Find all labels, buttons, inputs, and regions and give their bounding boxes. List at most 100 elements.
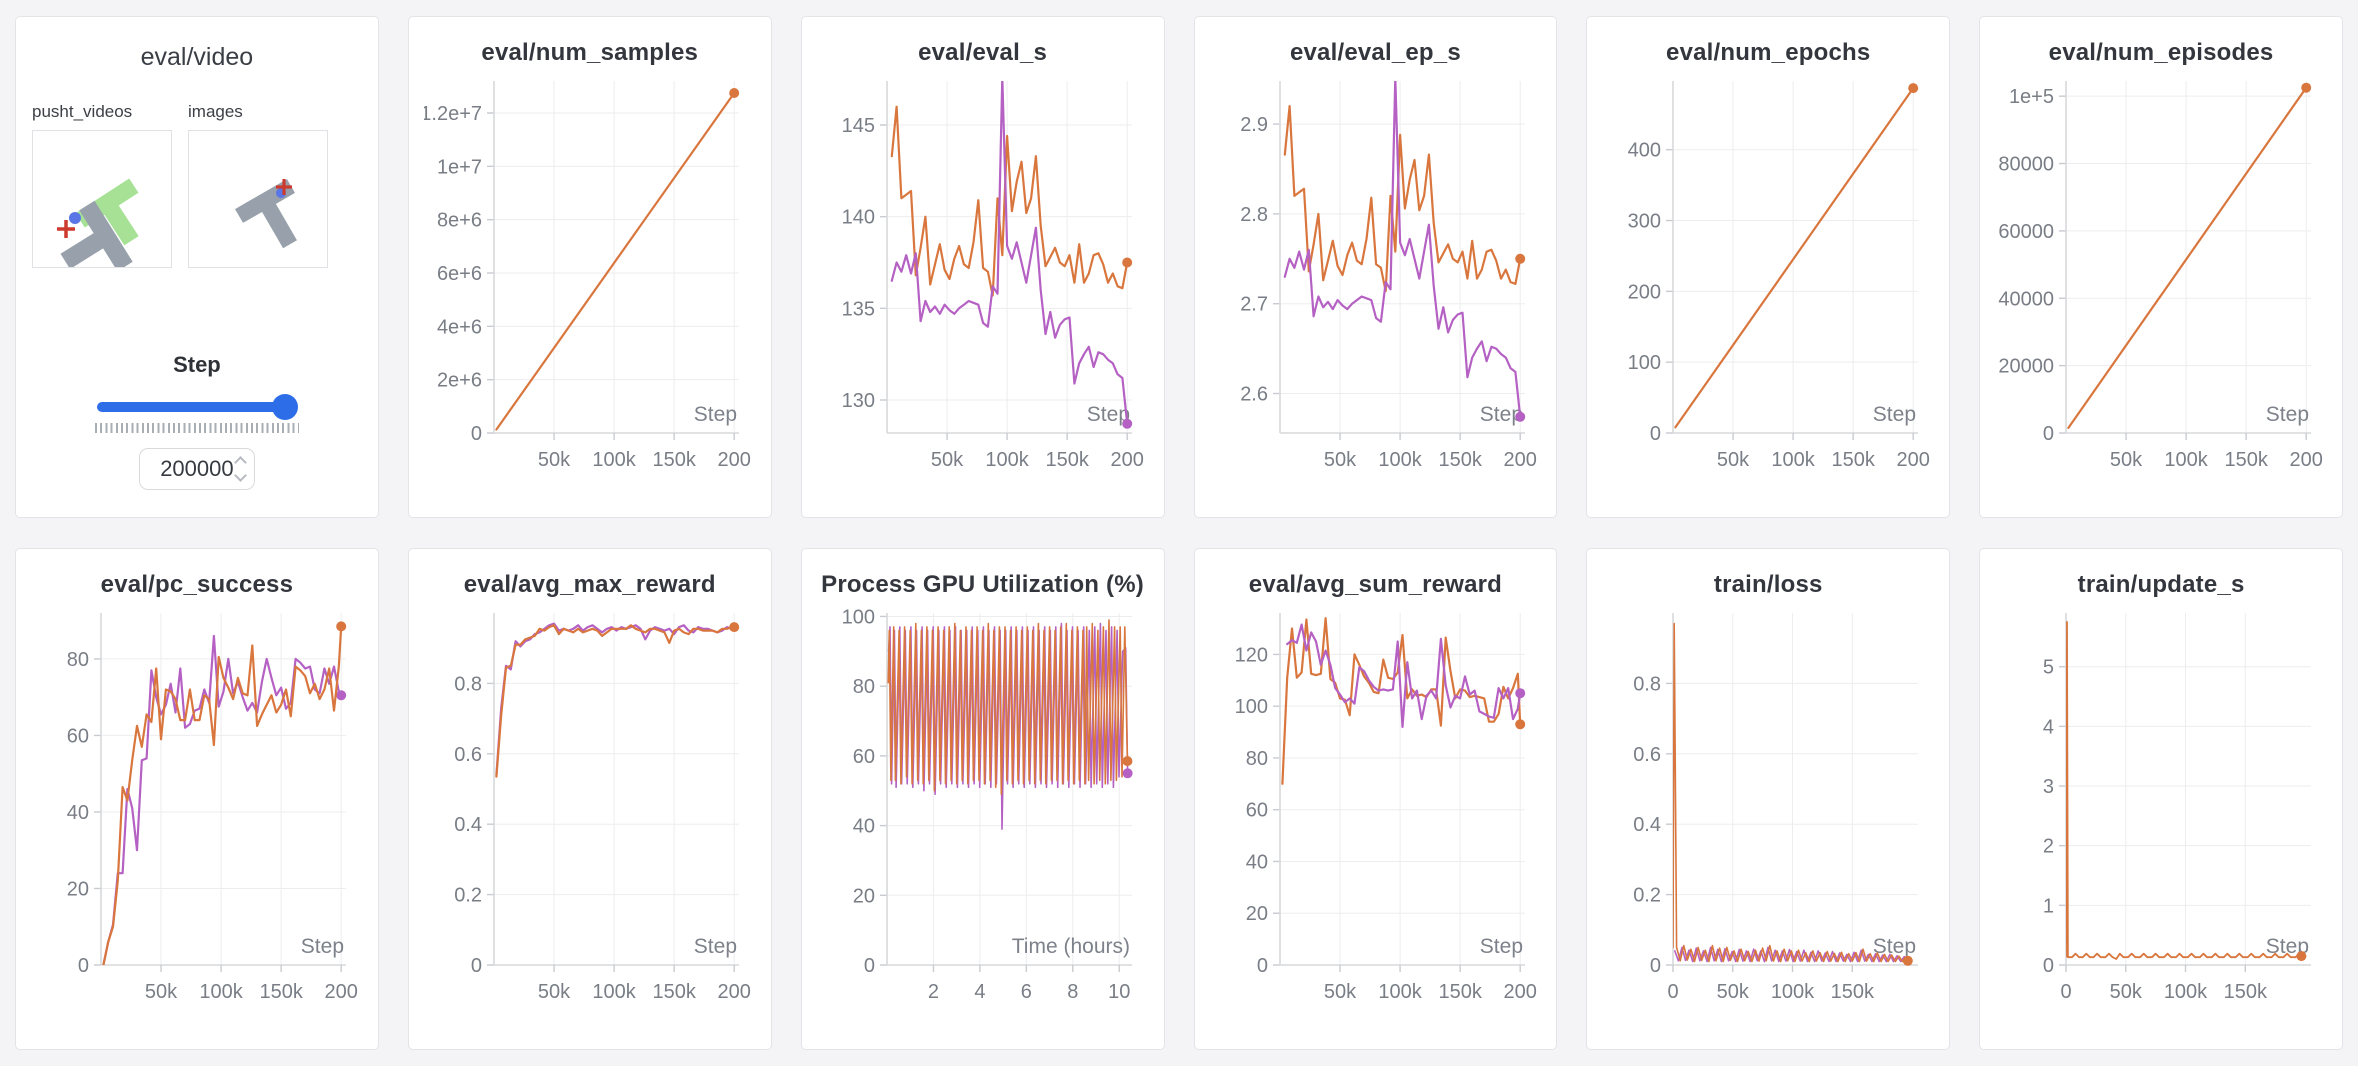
svg-text:4: 4 bbox=[974, 981, 985, 1003]
gray-t-shape bbox=[235, 179, 297, 249]
svg-text:200: 200 bbox=[1896, 449, 1929, 471]
chart-eval-avg-max-reward[interactable]: 0 0.2 0.4 0.6 0.8 50k 100k 150k 200 Step bbox=[424, 599, 755, 1028]
chart-title: train/loss bbox=[1713, 571, 1823, 598]
chart-title: Process GPU Utilization (%) bbox=[821, 571, 1144, 598]
svg-text:0: 0 bbox=[864, 955, 875, 977]
target-cross-marker bbox=[57, 220, 75, 238]
svg-text:20000: 20000 bbox=[1998, 356, 2054, 378]
svg-text:100: 100 bbox=[842, 606, 875, 628]
chart-eval-num-samples[interactable]: 0 2e+6 4e+6 6e+6 8e+6 1e+7 1.2e+7 50k 100k 150k 20… bbox=[421, 67, 755, 496]
svg-text:100k: 100k bbox=[1771, 449, 1815, 471]
chart-title: eval/avg_max_reward bbox=[463, 571, 716, 598]
svg-text:0: 0 bbox=[471, 955, 482, 977]
svg-text:50k: 50k bbox=[538, 981, 571, 1003]
chart-eval-num-episodes[interactable]: 0 20000 40000 60000 80000 1e+5 50k 100k 150k 200 S… bbox=[1996, 67, 2327, 496]
svg-text:150k: 150k bbox=[2224, 449, 2268, 471]
chart-panel-eval-num-samples: eval/num_samples 0 2e+6 4e+6 6e+6 8e+6 1e+7 1.… bbox=[407, 16, 772, 518]
step-slider[interactable] bbox=[96, 394, 298, 420]
increment-chevron-icon[interactable] bbox=[234, 456, 247, 469]
svg-text:0: 0 bbox=[2042, 955, 2053, 977]
decrement-chevron-icon[interactable] bbox=[234, 469, 247, 482]
svg-text:Time (hours): Time (hours) bbox=[1012, 935, 1130, 958]
chart-title: eval/pc_success bbox=[100, 571, 294, 598]
chart-eval-avg-sum-reward[interactable]: 0 20 40 60 80 100 120 50k 100k 150k 200 Step bbox=[1210, 599, 1541, 1028]
slider-thumb[interactable] bbox=[271, 394, 298, 420]
svg-text:4e+6: 4e+6 bbox=[437, 316, 482, 338]
svg-text:200: 200 bbox=[718, 981, 751, 1003]
svg-text:60000: 60000 bbox=[1998, 221, 2054, 243]
svg-text:3: 3 bbox=[2042, 776, 2053, 798]
svg-text:0.4: 0.4 bbox=[1633, 814, 1661, 836]
chart-process-gpu-utilization[interactable]: 0 20 40 60 80 100 2 4 6 8 10 Time (hours) bbox=[817, 599, 1148, 1028]
svg-text:200: 200 bbox=[1503, 449, 1536, 471]
svg-text:5: 5 bbox=[2042, 657, 2053, 679]
svg-text:2.7: 2.7 bbox=[1240, 294, 1268, 316]
images-thumbnail[interactable] bbox=[188, 130, 328, 268]
svg-text:1: 1 bbox=[2042, 895, 2053, 917]
svg-text:Step: Step bbox=[1873, 935, 1916, 958]
svg-text:200: 200 bbox=[325, 981, 358, 1003]
svg-text:100k: 100k bbox=[1378, 981, 1422, 1003]
media-labels: pusht_videos images bbox=[32, 102, 362, 122]
chart-panel-eval-eval-ep-s: eval/eval_ep_s 2.6 2.7 2.8 2.9 50k 100k 150k 20… bbox=[1193, 16, 1558, 518]
svg-text:100k: 100k bbox=[593, 449, 637, 471]
svg-text:300: 300 bbox=[1627, 211, 1660, 233]
svg-text:150k: 150k bbox=[1046, 449, 1090, 471]
svg-text:100: 100 bbox=[1235, 696, 1268, 718]
svg-text:145: 145 bbox=[842, 115, 875, 137]
stepper-spinner bbox=[234, 456, 247, 482]
chart-panel-eval-avg-sum-reward: eval/avg_sum_reward 0 20 40 60 80 100 120 50k 10… bbox=[1193, 548, 1558, 1050]
chart-train-update-s[interactable]: 0 1 2 3 4 5 0 50k 100k 150k Step bbox=[1996, 599, 2327, 1028]
svg-text:150k: 150k bbox=[653, 449, 697, 471]
svg-text:40: 40 bbox=[67, 802, 89, 824]
svg-text:150k: 150k bbox=[653, 981, 697, 1003]
svg-text:0: 0 bbox=[471, 423, 482, 445]
svg-text:2.9: 2.9 bbox=[1240, 114, 1268, 136]
chart-eval-eval-ep-s[interactable]: 2.6 2.7 2.8 2.9 50k 100k 150k 200 Step bbox=[1210, 67, 1541, 496]
chart-panel-eval-avg-max-reward: eval/avg_max_reward 0 0.2 0.4 0.6 0.8 50k 100k… bbox=[407, 548, 772, 1050]
svg-text:100: 100 bbox=[1627, 352, 1660, 374]
svg-text:100k: 100k bbox=[1771, 981, 1815, 1003]
svg-text:Step: Step bbox=[2265, 403, 2308, 426]
svg-text:135: 135 bbox=[842, 298, 875, 320]
svg-text:100k: 100k bbox=[1378, 449, 1422, 471]
chart-eval-num-epochs[interactable]: 0 100 200 300 400 50k 100k 150k 200 Step bbox=[1603, 67, 1934, 496]
chart-panel-train-update-s: train/update_s 0 1 2 3 4 5 0 50k 100k 150k Step bbox=[1979, 548, 2343, 1050]
chart-eval-eval-s[interactable]: 130 135 140 145 50k 100k 150k 200 Step bbox=[817, 67, 1148, 496]
media-panel-eval-video: eval/video pusht_videos images bbox=[15, 16, 379, 518]
svg-text:100k: 100k bbox=[200, 981, 244, 1003]
svg-text:130: 130 bbox=[842, 390, 875, 412]
svg-text:100k: 100k bbox=[2164, 449, 2208, 471]
chart-train-loss[interactable]: 0 0.2 0.4 0.6 0.8 0 50k 100k 150k Step bbox=[1603, 599, 1934, 1028]
svg-text:40000: 40000 bbox=[1998, 288, 2054, 310]
chart-eval-pc-success[interactable]: 0 20 40 60 80 50k 100k 150k 200 Step bbox=[31, 599, 362, 1028]
chart-panel-eval-num-epochs: eval/num_epochs 0 100 200 300 400 50k 100k 150k… bbox=[1586, 16, 1951, 518]
chart-title: eval/num_epochs bbox=[1666, 39, 1871, 66]
svg-text:Step: Step bbox=[694, 935, 737, 958]
svg-text:0.8: 0.8 bbox=[454, 673, 482, 695]
chart-panel-eval-pc-success: eval/pc_success 0 20 40 60 80 50k 100k 150k 200 S… bbox=[15, 548, 379, 1050]
svg-text:20: 20 bbox=[853, 885, 875, 907]
svg-text:150k: 150k bbox=[1831, 449, 1875, 471]
svg-text:200: 200 bbox=[1627, 281, 1660, 303]
step-value-input[interactable] bbox=[156, 456, 237, 482]
svg-text:6e+6: 6e+6 bbox=[437, 263, 482, 285]
svg-text:50k: 50k bbox=[2110, 449, 2143, 471]
svg-text:0.8: 0.8 bbox=[1633, 673, 1661, 695]
svg-text:6: 6 bbox=[1021, 981, 1032, 1003]
svg-text:2: 2 bbox=[928, 981, 939, 1003]
pusht-videos-label: pusht_videos bbox=[32, 102, 133, 121]
svg-text:80: 80 bbox=[1246, 748, 1268, 770]
svg-text:50k: 50k bbox=[538, 449, 571, 471]
slider-track[interactable] bbox=[96, 402, 297, 412]
svg-text:Step: Step bbox=[1873, 403, 1916, 426]
svg-text:2.8: 2.8 bbox=[1240, 204, 1268, 226]
pusht-env-video-frame bbox=[57, 178, 139, 272]
svg-text:0: 0 bbox=[78, 955, 89, 977]
chart-title: train/update_s bbox=[2077, 571, 2245, 598]
chart-panel-process-gpu-utilization: Process GPU Utilization (%) 0 20 40 60 80 100… bbox=[800, 548, 1165, 1050]
svg-text:200: 200 bbox=[1111, 449, 1144, 471]
svg-text:80: 80 bbox=[67, 649, 89, 671]
pusht-video-thumbnail[interactable] bbox=[32, 130, 172, 272]
svg-text:0.6: 0.6 bbox=[454, 744, 482, 766]
